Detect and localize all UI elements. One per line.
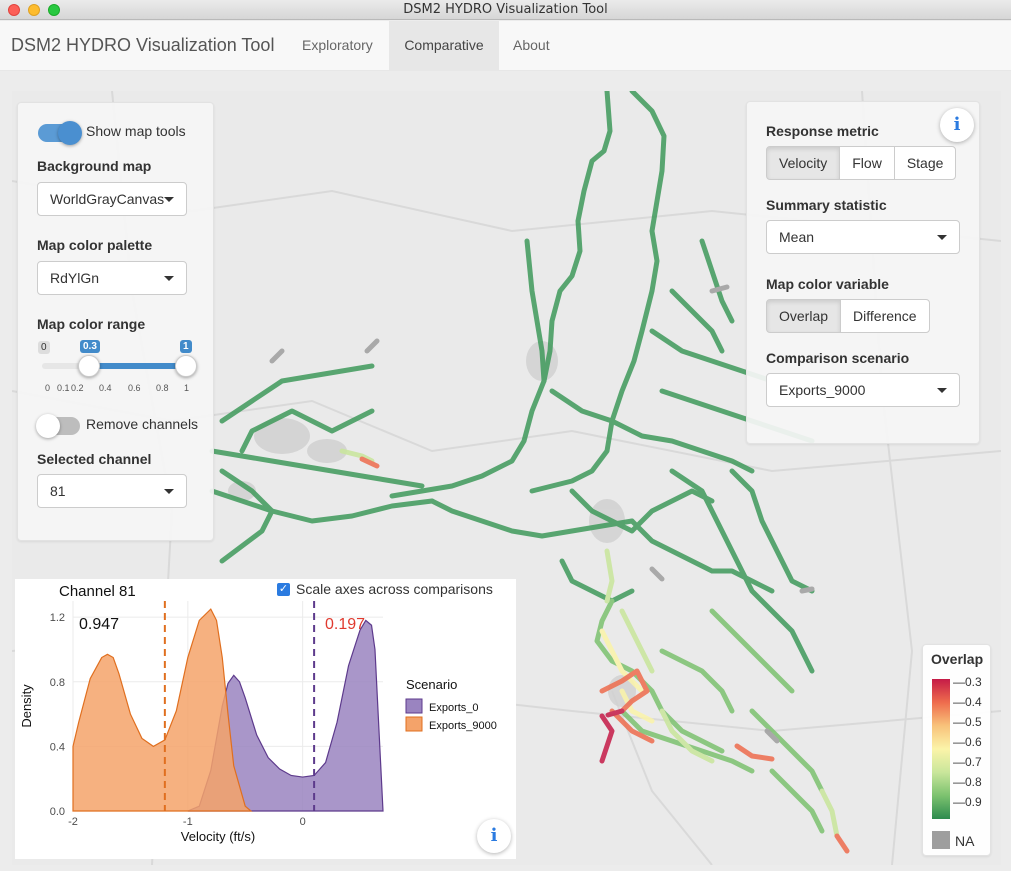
info-icon[interactable]: i <box>940 108 974 142</box>
color-variable-label: Map color variable <box>766 276 889 292</box>
zoom-window-button[interactable] <box>48 4 60 16</box>
chart-legend-swatch <box>405 716 423 732</box>
toggle-knob[interactable] <box>36 414 60 438</box>
window-titlebar: DSM2 HYDRO Visualization Tool <box>0 0 1011 20</box>
background-map-select[interactable]: WorldGrayCanvas <box>37 182 187 216</box>
density-chart: 0.0 0.4 0.8 1.2 -2 -1 0 0.947 0.197 Velocity (ft/… <box>19 601 497 844</box>
legend-color-bar <box>932 679 950 819</box>
slider-tick: 0.8 <box>156 383 169 393</box>
palette-value: RdYlGn <box>50 270 100 286</box>
summary-stat-value: Mean <box>779 229 815 245</box>
summary-stat-label: Summary statistic <box>766 197 887 213</box>
chevron-down-icon <box>164 276 174 281</box>
slider-tick: 0.2 <box>71 383 84 393</box>
slider-to-handle[interactable] <box>175 355 197 377</box>
color-range-label: Map color range <box>37 316 146 332</box>
summary-stat-select[interactable]: Mean <box>766 220 960 254</box>
background-map-value: WorldGrayCanvas <box>50 191 165 207</box>
info-icon[interactable]: i <box>477 819 511 853</box>
selected-channel-select[interactable]: 81 <box>37 474 187 508</box>
legend-tick-label: —0.5 <box>953 715 982 729</box>
map-legend: Overlap —0.3 —0.4 —0.5 —0.6 —0.7 —0.8 —0.9 NA <box>922 644 991 856</box>
selected-channel-label: Selected channel <box>37 451 152 467</box>
overlap-label-left: 0.947 <box>79 616 119 633</box>
comparison-value: Exports_9000 <box>779 382 866 398</box>
legend-na-swatch <box>932 831 950 849</box>
remove-channels-label: Remove channels <box>86 416 199 432</box>
y-tick-label: 0.4 <box>50 741 65 753</box>
slider-tick: 1 <box>184 383 190 393</box>
left-control-panel: Show map tools Background map WorldGrayC… <box>17 102 214 541</box>
show-map-tools-label: Show map tools <box>86 123 186 139</box>
chevron-down-icon <box>164 197 174 202</box>
y-tick-label: 0.8 <box>50 677 65 689</box>
slider-min-label: 0 <box>38 341 50 354</box>
chevron-down-icon <box>937 388 947 393</box>
chevron-down-icon <box>937 235 947 240</box>
x-axis-label: Velocity (ft/s) <box>181 829 255 844</box>
velocity-button[interactable]: Velocity <box>766 146 841 180</box>
palette-label: Map color palette <box>37 237 153 253</box>
difference-button[interactable]: Difference <box>840 299 930 333</box>
legend-tick-label: —0.7 <box>953 755 982 769</box>
tab-comparative[interactable]: Comparative <box>389 21 499 70</box>
close-window-button[interactable] <box>8 4 20 16</box>
x-tick-label: -1 <box>183 816 193 828</box>
response-metric-buttons: Velocity Flow Stage <box>766 146 957 180</box>
response-metric-label: Response metric <box>766 123 879 139</box>
slider-to-label: 1 <box>180 340 192 353</box>
remove-channels-toggle[interactable] <box>36 414 80 438</box>
background-map-label: Background map <box>37 158 152 174</box>
map-view[interactable]: Show map tools Background map WorldGrayC… <box>12 91 1001 865</box>
legend-tick-label: —0.4 <box>953 695 982 709</box>
overlap-button[interactable]: Overlap <box>766 299 842 333</box>
selected-channel-value: 81 <box>50 483 66 499</box>
chart-legend-label: Exports_0 <box>429 702 479 714</box>
chevron-down-icon <box>164 489 174 494</box>
y-axis-label: Density <box>19 684 34 728</box>
scale-axes-checkbox[interactable]: ✓ <box>277 583 290 596</box>
x-tick-label: -2 <box>68 816 78 828</box>
tab-about[interactable]: About <box>513 37 550 53</box>
slider-from-label: 0.3 <box>80 340 100 353</box>
toggle-knob[interactable] <box>58 121 82 145</box>
show-map-tools-toggle[interactable] <box>38 121 82 145</box>
slider-selected-range <box>90 363 186 369</box>
legend-tick-label: —0.3 <box>953 675 982 689</box>
slider-from-handle[interactable] <box>78 355 100 377</box>
navbar: DSM2 HYDRO Visualization Tool Explorator… <box>0 21 1011 71</box>
y-tick-label: 0.0 <box>50 806 65 818</box>
legend-tick-label: —0.9 <box>953 795 982 809</box>
minimize-window-button[interactable] <box>28 4 40 16</box>
legend-tick-label: —0.6 <box>953 735 982 749</box>
stage-button[interactable]: Stage <box>893 146 957 180</box>
window-controls <box>8 4 60 16</box>
scale-axes-label: Scale axes across comparisons <box>296 581 493 597</box>
chart-legend-title: Scenario <box>406 677 457 692</box>
flow-button[interactable]: Flow <box>839 146 895 180</box>
map-canvas[interactable] <box>12 91 1001 865</box>
overlap-label-right: 0.197 <box>325 616 365 633</box>
slider-tick: 0 <box>45 383 51 393</box>
chart-legend-swatch <box>405 698 423 714</box>
palette-select[interactable]: RdYlGn <box>37 261 187 295</box>
legend-title: Overlap <box>931 651 984 667</box>
right-control-panel: i Response metric Velocity Flow Stage Su… <box>746 101 980 444</box>
color-variable-buttons: Overlap Difference <box>766 299 930 333</box>
slider-tick: 0.1 <box>57 383 70 393</box>
slider-tick: 0.6 <box>128 383 141 393</box>
density-plot-panel: Channel 81 ✓ Scale axes across compariso… <box>15 579 516 859</box>
x-tick-label: 0 <box>300 816 306 828</box>
app-brand: DSM2 HYDRO Visualization Tool <box>11 35 275 55</box>
legend-na-label: NA <box>955 833 975 849</box>
comparison-label: Comparison scenario <box>766 350 910 366</box>
y-tick-label: 1.2 <box>50 612 65 624</box>
window-title: DSM2 HYDRO Visualization Tool <box>403 2 608 17</box>
comparison-select[interactable]: Exports_9000 <box>766 373 960 407</box>
tab-exploratory[interactable]: Exploratory <box>302 37 373 53</box>
slider-tick: 0.4 <box>99 383 112 393</box>
chart-legend-label: Exports_9000 <box>429 720 497 732</box>
legend-tick-label: —0.8 <box>953 775 982 789</box>
plot-title: Channel 81 <box>59 583 136 600</box>
